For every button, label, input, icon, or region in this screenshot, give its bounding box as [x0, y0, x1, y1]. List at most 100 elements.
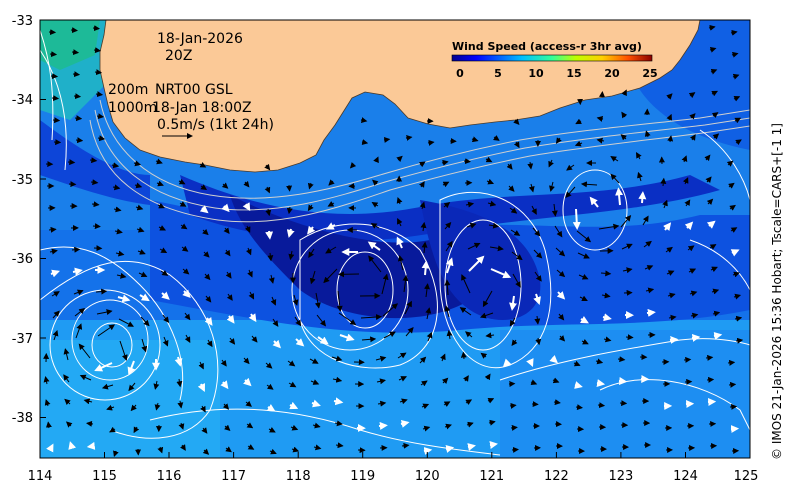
- current-arrow: [371, 201, 379, 208]
- current-arrow: [460, 351, 467, 360]
- current-arrow: [286, 184, 293, 192]
- current-arrow: [421, 403, 430, 410]
- current-arrow: [577, 252, 590, 259]
- current-arrow: [445, 240, 453, 252]
- current-arrow: [96, 309, 113, 316]
- x-tick-label: 116: [157, 469, 182, 484]
- current-arrow: [376, 378, 386, 385]
- current-arrow: [52, 329, 59, 341]
- current-arrow: [706, 198, 714, 206]
- current-arrow: [95, 91, 104, 98]
- current-arrow: [130, 404, 137, 412]
- current-arrow: [689, 113, 696, 120]
- current-arrow: [242, 202, 251, 212]
- current-arrow: [732, 73, 740, 80]
- current-arrow: [660, 177, 667, 187]
- current-arrow: [95, 288, 108, 295]
- current-arrow: [72, 267, 83, 276]
- current-arrow: [156, 180, 164, 187]
- current-arrow: [566, 164, 575, 171]
- current-arrow: [465, 201, 475, 208]
- timestamp-hour: 20Z: [165, 48, 192, 64]
- current-arrow: [94, 362, 113, 372]
- current-arrow: [94, 69, 103, 76]
- current-arrow: [459, 307, 472, 316]
- current-arrow: [727, 359, 736, 366]
- current-arrow: [531, 205, 537, 215]
- current-arrow: [682, 177, 689, 185]
- current-arrow: [485, 156, 493, 163]
- current-arrow: [622, 267, 633, 274]
- current-arrow: [468, 255, 485, 272]
- current-arrow: [288, 381, 297, 388]
- current-arrow: [70, 27, 78, 34]
- current-arrow: [444, 305, 451, 318]
- current-arrow: [247, 444, 255, 450]
- map-area[interactable]: 18-Jan-2026 20Z 200m NRT00 GSL 1000m 18-…: [40, 20, 750, 458]
- current-arrow: [133, 160, 142, 167]
- current-arrow: [461, 274, 471, 294]
- current-arrow: [575, 118, 582, 125]
- current-arrow: [226, 314, 235, 324]
- current-arrow: [199, 161, 207, 168]
- current-arrow: [154, 402, 161, 411]
- current-arrow: [291, 446, 300, 453]
- current-vectors-strong: [46, 187, 740, 455]
- current-arrow: [620, 215, 632, 228]
- current-arrow: [446, 329, 453, 340]
- current-arrow: [711, 288, 720, 295]
- current-arrow: [666, 93, 673, 100]
- current-arrow: [549, 181, 555, 192]
- current-arrow: [596, 379, 606, 387]
- current-arrow: [644, 130, 651, 138]
- current-arrow: [423, 446, 433, 455]
- current-arrow: [161, 291, 170, 300]
- current-arrow: [527, 161, 534, 170]
- current-arrow: [266, 404, 276, 412]
- current-arrow: [43, 376, 50, 385]
- current-arrow: [91, 201, 100, 208]
- current-arrow: [556, 291, 566, 300]
- current-arrow: [574, 381, 583, 389]
- current-arrow: [361, 139, 369, 146]
- current-arrow: [556, 269, 566, 278]
- current-arrow: [441, 377, 449, 384]
- current-arrow: [554, 225, 563, 238]
- current-arrow: [418, 161, 426, 168]
- current-arrow: [490, 268, 512, 279]
- x-tick-label: 121: [479, 469, 504, 484]
- current-arrow: [204, 273, 211, 281]
- current-arrow: [176, 378, 183, 388]
- current-arrow: [119, 340, 128, 361]
- current-arrow: [295, 338, 305, 347]
- current-arrow: [155, 158, 163, 165]
- current-arrow: [223, 424, 231, 431]
- current-arrow: [339, 333, 355, 342]
- current-arrow: [174, 356, 183, 367]
- current-arrow: [73, 289, 84, 296]
- current-arrow: [482, 290, 493, 308]
- current-arrow: [269, 448, 277, 455]
- current-arrow: [510, 229, 521, 236]
- current-arrow: [621, 89, 627, 97]
- current-arrow: [286, 206, 293, 215]
- current-arrow: [118, 318, 134, 327]
- current-arrow: [109, 426, 116, 433]
- current-arrow: [200, 184, 208, 191]
- current-arrow: [75, 323, 83, 339]
- current-arrow: [160, 270, 169, 276]
- x-axis-labels: 114 115 116 117 118 119 120 121 122 123 …: [28, 469, 759, 484]
- current-arrow: [511, 339, 518, 347]
- current-arrow: [78, 343, 91, 359]
- current-arrow: [440, 353, 446, 362]
- current-arrow: [506, 163, 513, 170]
- current-arrow: [396, 197, 403, 205]
- current-arrow: [378, 421, 388, 430]
- current-arrow: [92, 223, 101, 230]
- current-arrow: [93, 47, 101, 54]
- current-arrow: [79, 374, 92, 381]
- current-vectors: [43, 24, 744, 458]
- y-tick-label: -33: [12, 14, 33, 29]
- current-arrow: [71, 49, 80, 56]
- current-arrow: [689, 290, 698, 297]
